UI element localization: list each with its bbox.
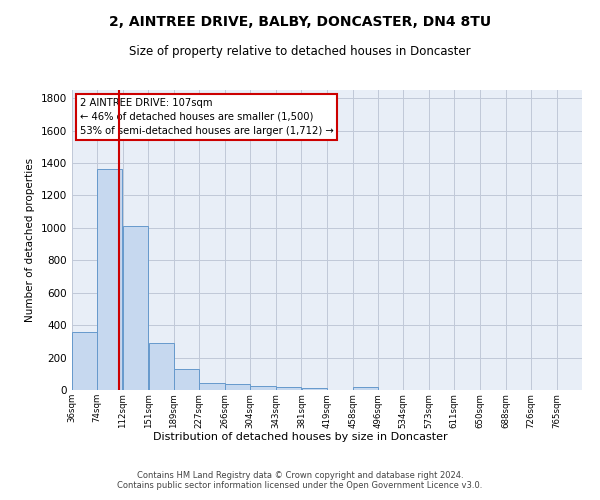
Text: Size of property relative to detached houses in Doncaster: Size of property relative to detached ho… bbox=[129, 45, 471, 58]
Bar bbox=[250, 386, 276, 390]
Text: 2, AINTREE DRIVE, BALBY, DONCASTER, DN4 8TU: 2, AINTREE DRIVE, BALBY, DONCASTER, DN4 … bbox=[109, 15, 491, 29]
Bar bbox=[302, 388, 326, 390]
Bar bbox=[174, 369, 199, 390]
Bar bbox=[276, 387, 301, 390]
Text: 2 AINTREE DRIVE: 107sqm
← 46% of detached houses are smaller (1,500)
53% of semi: 2 AINTREE DRIVE: 107sqm ← 46% of detache… bbox=[80, 98, 334, 136]
Bar bbox=[123, 226, 148, 390]
Bar bbox=[72, 332, 97, 390]
Text: Contains HM Land Registry data © Crown copyright and database right 2024.
Contai: Contains HM Land Registry data © Crown c… bbox=[118, 470, 482, 490]
Bar bbox=[149, 343, 173, 390]
Bar bbox=[199, 383, 225, 390]
Bar bbox=[353, 387, 378, 390]
Bar bbox=[225, 384, 250, 390]
Text: Distribution of detached houses by size in Doncaster: Distribution of detached houses by size … bbox=[152, 432, 448, 442]
Y-axis label: Number of detached properties: Number of detached properties bbox=[25, 158, 35, 322]
Bar bbox=[97, 168, 122, 390]
